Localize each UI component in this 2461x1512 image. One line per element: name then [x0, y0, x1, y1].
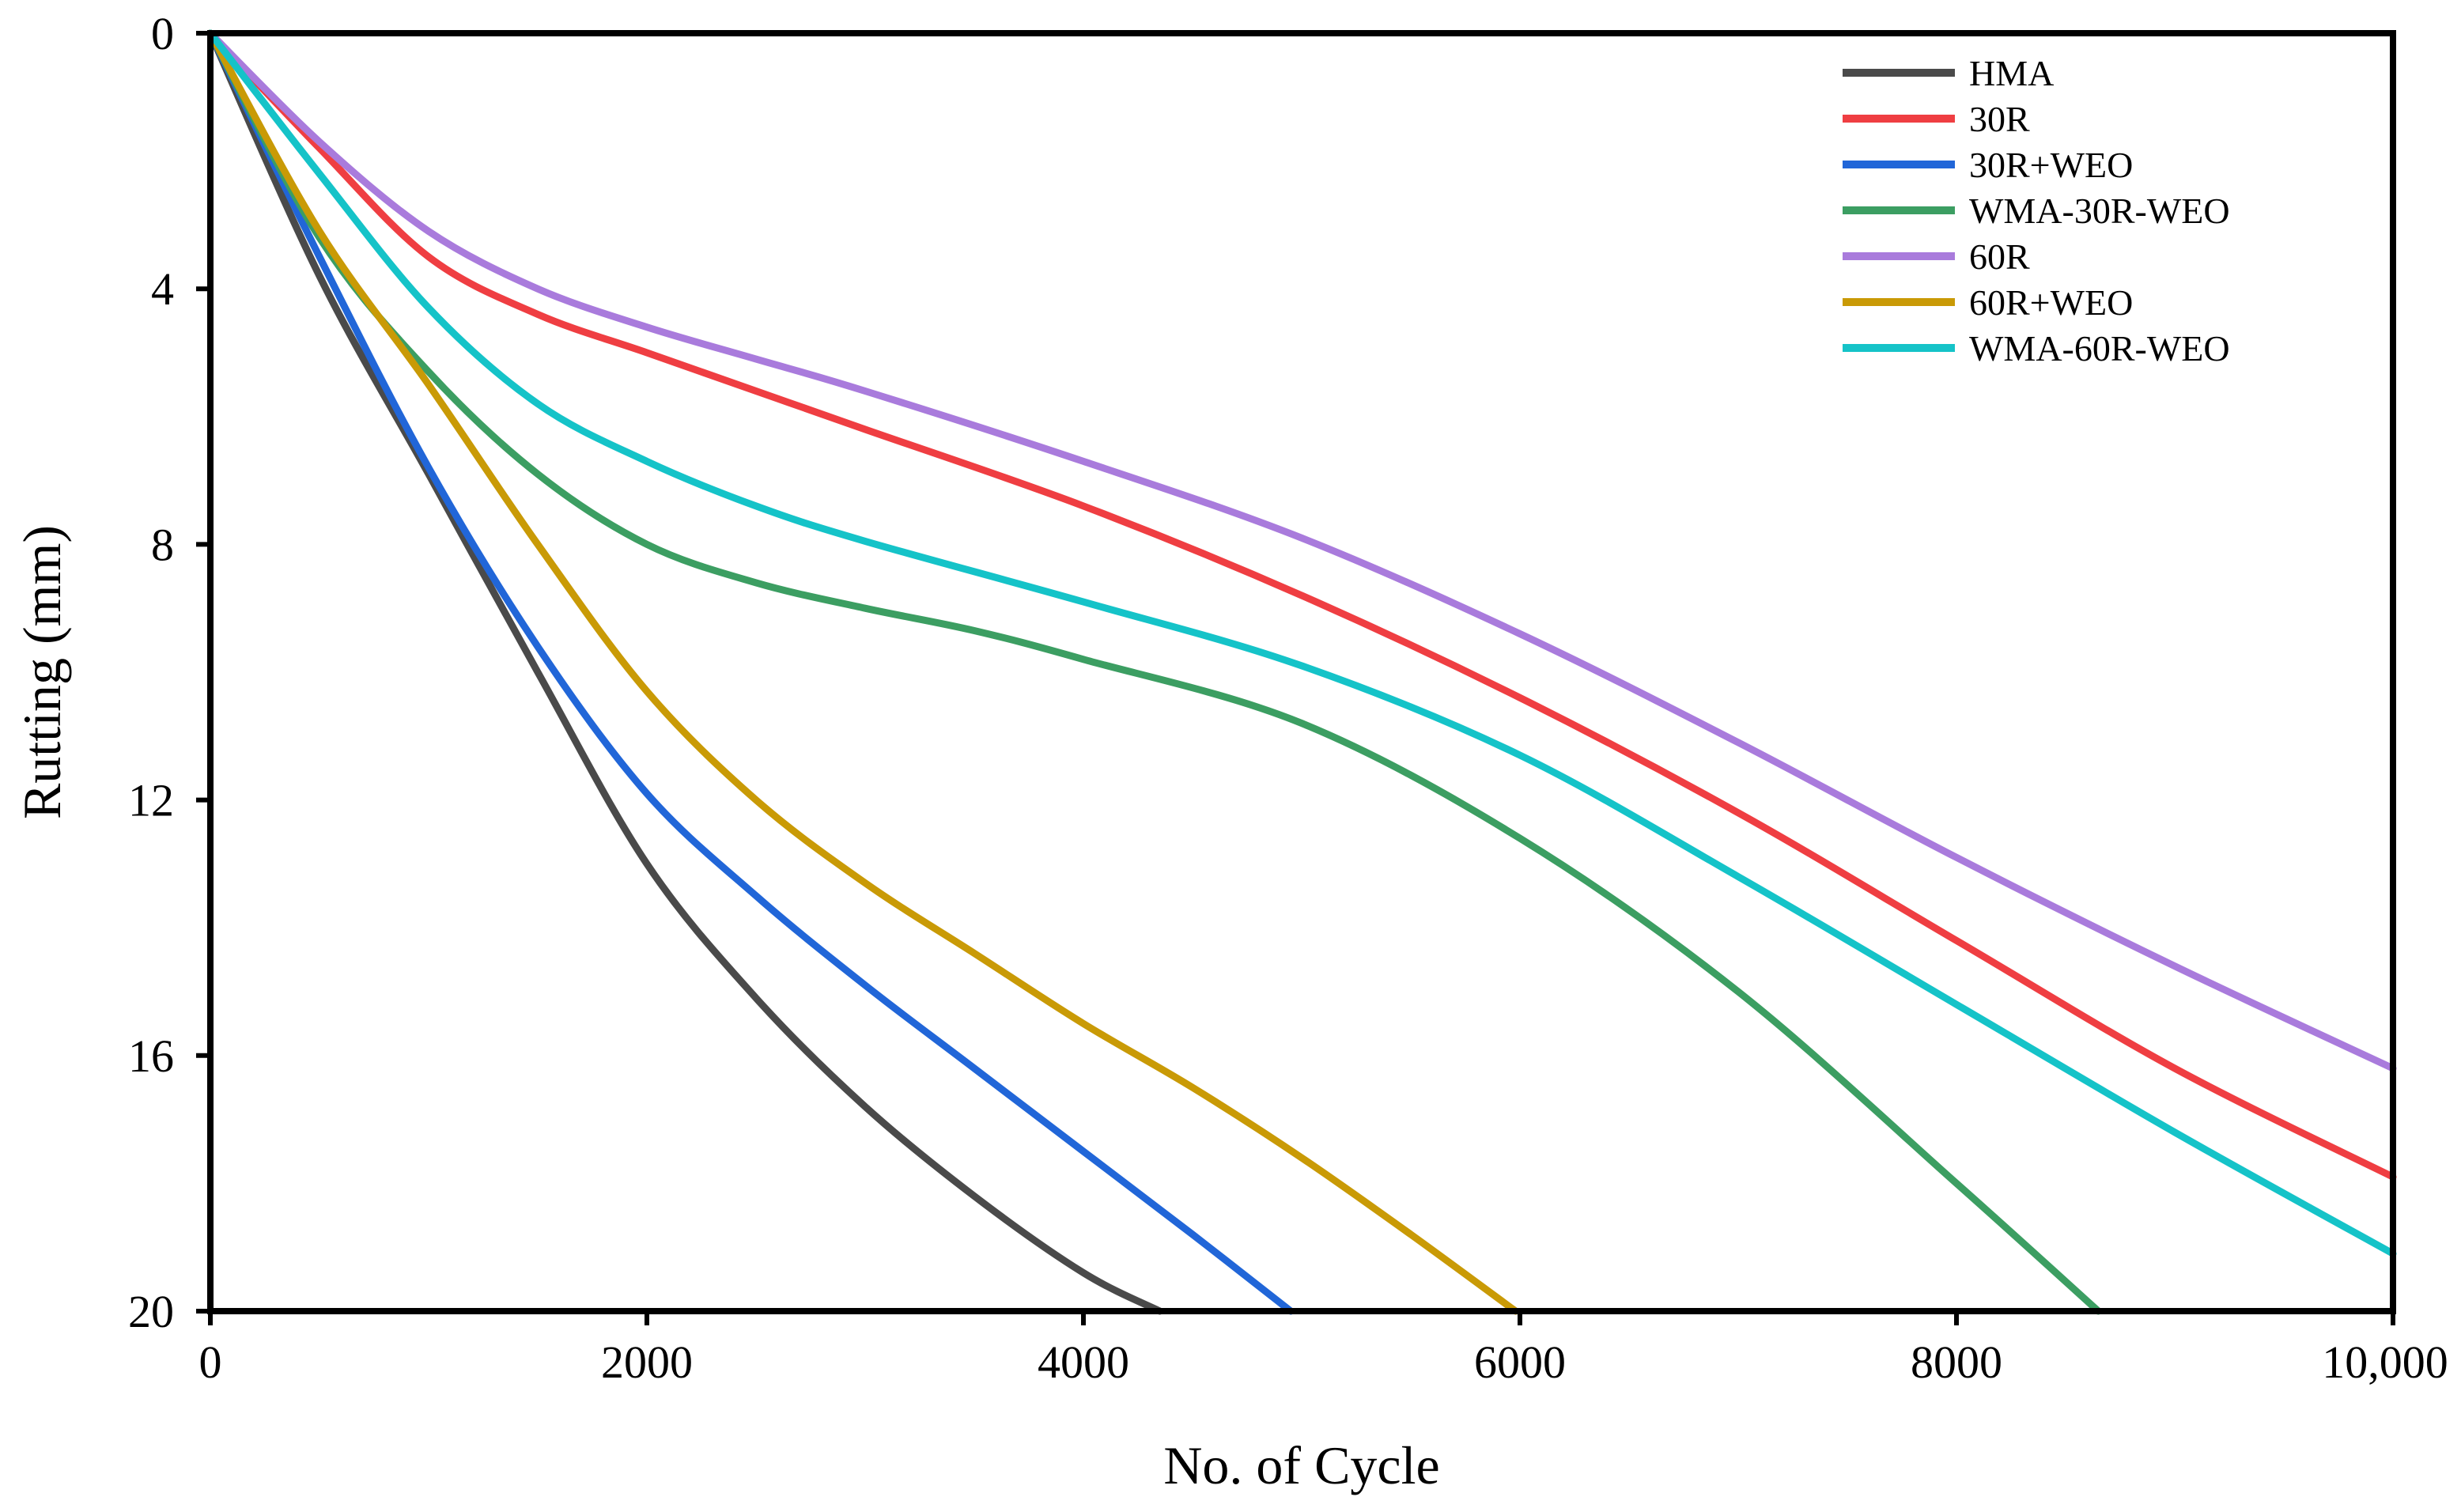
x-tick-label: 4000	[1038, 1336, 1129, 1388]
legend-label: 30R	[1969, 99, 2030, 139]
x-tick-label: 8000	[1911, 1336, 2002, 1388]
plot-frame	[207, 30, 2396, 1314]
x-axis-title: No. of Cycle	[1163, 1435, 1439, 1495]
y-axis-title: Rutting (mm)	[12, 525, 72, 819]
series-line-30r-weo	[206, 29, 1295, 1315]
x-tick-label: 10,000	[2322, 1336, 2448, 1388]
x-tick-label: 2000	[601, 1336, 693, 1388]
legend-label: WMA-30R-WEO	[1969, 191, 2230, 231]
series-layer	[206, 29, 2397, 1315]
series-line-wma-30r-weo	[206, 29, 2102, 1315]
y-tick-label: 8	[151, 519, 174, 570]
x-tick-label: 0	[199, 1336, 222, 1388]
y-tick-label: 12	[128, 775, 174, 826]
series-line-wma-60r-weo	[206, 29, 2397, 1257]
legend-label: HMA	[1969, 53, 2054, 93]
legend-label: WMA-60R-WEO	[1969, 328, 2230, 369]
series-line-hma	[206, 29, 1164, 1315]
y-tick-label: 20	[128, 1286, 174, 1337]
tick-layer: 0 2000 4000 6000 8000 10,000 0 4 8 12 16 20	[128, 8, 2448, 1388]
legend-label: 60R+WEO	[1969, 282, 2133, 323]
legend-label: 60R	[1969, 236, 2030, 277]
y-tick-label: 16	[128, 1030, 174, 1082]
legend-label: 30R+WEO	[1969, 145, 2133, 185]
series-line-60r	[206, 29, 2397, 1072]
legend: HMA 30R 30R+WEO WMA-30R-WEO 60R 60R+WEO WMA-60…	[1843, 53, 2230, 369]
y-tick-label: 0	[151, 8, 174, 59]
series-line-60r-weo	[206, 29, 1519, 1315]
x-tick-label: 6000	[1474, 1336, 1566, 1388]
y-tick-label: 4	[151, 263, 174, 315]
series-line-30r	[206, 29, 2397, 1181]
